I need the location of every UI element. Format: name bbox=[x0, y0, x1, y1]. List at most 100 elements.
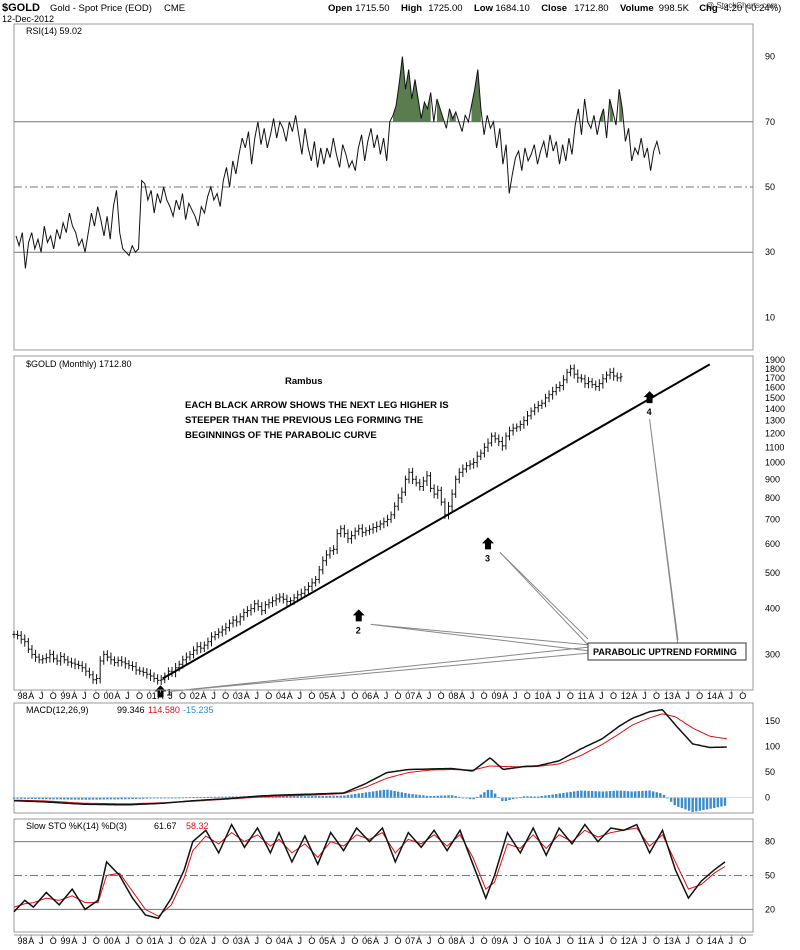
price-bar bbox=[263, 601, 267, 615]
price-tick-1600: 1600 bbox=[765, 383, 785, 393]
macd-hist-bar bbox=[181, 797, 184, 799]
price-bar bbox=[393, 502, 397, 519]
axis-month-label: A bbox=[71, 936, 77, 946]
macd-hist-bar bbox=[318, 796, 321, 798]
macd-hist-bar bbox=[519, 797, 522, 799]
axis-year-label: 01 bbox=[147, 936, 157, 946]
stat-value-1: 1725.00 bbox=[428, 3, 462, 14]
macd-hist-bar bbox=[328, 795, 332, 798]
price-bar bbox=[385, 514, 390, 527]
sto-panel: Slow STO %K(14) %D(3) 61.67 58.32 20 50 80 bbox=[13, 818, 775, 933]
macd-hist-bar bbox=[170, 797, 174, 799]
axis-month-label: J bbox=[125, 936, 130, 946]
arrow-4: 4 bbox=[643, 391, 656, 417]
price-bar bbox=[475, 451, 479, 468]
sto-legend: Slow STO %K(14) %D(3) 61.67 58.32 bbox=[26, 821, 209, 831]
rsi-overbought-fill bbox=[609, 99, 613, 122]
macd-tick-100: 100 bbox=[765, 741, 780, 751]
rsi-tick-50: 50 bbox=[765, 182, 775, 192]
macd-hist-bar bbox=[177, 797, 181, 799]
rsi-grid: 10 30 50 70 90 bbox=[14, 52, 775, 322]
axis-month-label: O bbox=[222, 691, 229, 701]
price-bar bbox=[335, 529, 339, 555]
macd-hist-bar bbox=[544, 795, 547, 798]
macd-hist-bar bbox=[389, 790, 393, 798]
axis-year-label: 00 bbox=[104, 936, 114, 946]
axis-year-label: 10 bbox=[535, 691, 545, 701]
axis-month-label: O bbox=[265, 936, 272, 946]
macd-hist-bar bbox=[501, 797, 504, 802]
macd-hist-bar bbox=[314, 796, 317, 798]
arrow-shape bbox=[481, 537, 494, 550]
macd-hist-bar bbox=[188, 797, 192, 799]
axis-month-label: O bbox=[567, 691, 574, 701]
macd-hist-bar bbox=[292, 796, 296, 798]
date-axis-top: 98 A J O 99 A J O 00 A J O 01 A J O 02 A J O 03 A J O 04 A J O 05 A J O… bbox=[14, 689, 753, 701]
arrow-3: 3 bbox=[481, 537, 494, 563]
axis-month-label: A bbox=[71, 691, 77, 701]
axis-year-label: 03 bbox=[233, 936, 243, 946]
axis-month-label: J bbox=[254, 691, 258, 701]
macd-hist-bar bbox=[106, 797, 109, 800]
axis-month-label: J bbox=[211, 691, 216, 701]
macd-hist-bar bbox=[583, 790, 587, 798]
macd-hist-bar bbox=[497, 797, 500, 799]
macd-hist-bar bbox=[152, 797, 156, 799]
macd-hist-bar bbox=[386, 789, 389, 798]
macd-hist-bar bbox=[644, 790, 648, 798]
macd-hist-bar bbox=[109, 797, 113, 800]
axis-year-label: 13 bbox=[664, 691, 674, 701]
price-bar bbox=[432, 484, 436, 499]
axis-month-label: A bbox=[718, 936, 724, 946]
sto-tick-20: 20 bbox=[765, 904, 775, 914]
axis-month-label: O bbox=[308, 691, 315, 701]
parabolic-trendline bbox=[162, 363, 711, 680]
rsi-legend: RSI(14) 59.02 bbox=[26, 26, 82, 36]
macd-hist-bar bbox=[303, 796, 307, 798]
price-bar bbox=[256, 599, 260, 611]
macd-hist-bar bbox=[95, 797, 98, 800]
price-bar bbox=[619, 372, 623, 382]
rsi-line bbox=[15, 56, 661, 269]
macd-hist-bar bbox=[235, 796, 238, 798]
axis-year-label: 99 bbox=[61, 691, 71, 701]
macd-hist-bar bbox=[651, 791, 655, 798]
macd-hist-bar bbox=[669, 797, 673, 802]
price-bar bbox=[80, 661, 84, 672]
macd-hist-bar bbox=[167, 797, 170, 799]
macd-hist-bar bbox=[418, 794, 421, 798]
price-bar bbox=[191, 646, 196, 659]
price-bar bbox=[33, 649, 38, 662]
macd-hist-bar bbox=[400, 792, 404, 798]
price-bar bbox=[608, 368, 612, 380]
macd-hist-bar bbox=[601, 791, 605, 798]
macd-hist-bar bbox=[590, 791, 594, 798]
axis-year-label: 13 bbox=[664, 936, 674, 946]
axis-month-label: O bbox=[93, 936, 100, 946]
macd-hist-bar bbox=[59, 797, 62, 800]
price-bar bbox=[270, 596, 275, 608]
price-tick-400: 400 bbox=[765, 604, 780, 614]
axis-month-label: O bbox=[438, 691, 445, 701]
axis-year-label: 04 bbox=[276, 936, 286, 946]
stat-label-5: Chg bbox=[699, 3, 718, 14]
macd-hist-bar bbox=[343, 795, 346, 798]
macd-hist-bar bbox=[695, 797, 698, 812]
macd-hist-bar bbox=[310, 796, 314, 798]
price-bar bbox=[579, 374, 583, 383]
axis-year-label: 06 bbox=[362, 691, 372, 701]
macd-hist-bar bbox=[307, 796, 310, 798]
macd-hist-bar bbox=[231, 796, 235, 798]
price-bar bbox=[382, 517, 386, 529]
axis-month-label: J bbox=[254, 936, 258, 946]
axis-month-label: J bbox=[39, 936, 44, 946]
axis-month-label: A bbox=[28, 691, 34, 701]
macd-hist-bar bbox=[19, 797, 23, 799]
macd-hist-bar bbox=[84, 797, 88, 800]
macd-hist-bar bbox=[555, 793, 558, 798]
macd-hist-bar bbox=[113, 797, 116, 800]
price-bar bbox=[138, 666, 142, 675]
price-tick-800: 800 bbox=[765, 493, 780, 503]
axis-month-label: A bbox=[373, 936, 379, 946]
stat-value-3: 1712.80 bbox=[574, 3, 608, 14]
